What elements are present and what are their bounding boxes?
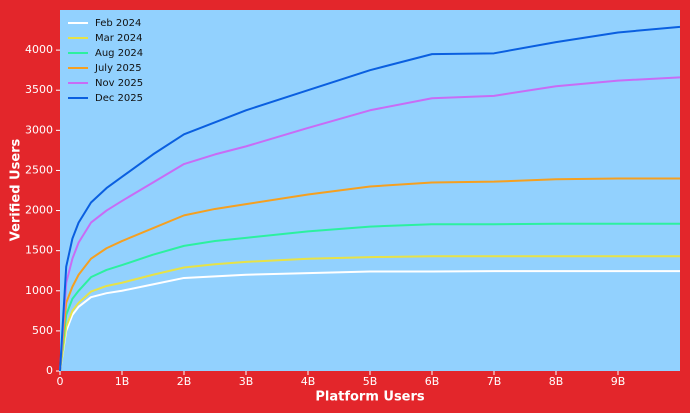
x-tick-label: 3B [239, 375, 254, 388]
legend: Feb 2024 Mar 2024 Aug 2024 July 2025 Nov 202… [68, 18, 143, 104]
y-tick-label: 0 [46, 364, 53, 377]
y-tick-label: 3000 [25, 123, 53, 136]
legend-label: Feb 2024 [95, 18, 141, 29]
series-line [59, 177, 680, 372]
legend-label: Dec 2025 [95, 93, 143, 104]
x-tick-label: 8B [549, 375, 564, 388]
x-tick-label: 6B [425, 375, 440, 388]
y-tick-label: 2500 [25, 163, 53, 176]
y-tick-label: 1500 [25, 244, 53, 257]
series-line [59, 270, 680, 372]
y-tick-label: 1000 [25, 284, 53, 297]
x-tick-label: 0 [57, 375, 64, 388]
x-tick-label: 2B [177, 375, 192, 388]
x-tick-label: 9B [611, 375, 626, 388]
y-axis-title: Verified Users [9, 138, 24, 241]
x-tick-label: 7B [487, 375, 502, 388]
x-tick-label: 4B [301, 375, 316, 388]
series-line [59, 76, 681, 372]
series-line [59, 25, 681, 372]
x-tick-label: 5B [363, 375, 378, 388]
legend-label: July 2025 [94, 63, 142, 74]
x-axis-title: Platform Users [315, 390, 425, 405]
series-line [59, 255, 680, 372]
y-tick-label: 500 [32, 324, 53, 337]
legend-label: Mar 2024 [95, 33, 143, 44]
legend-label: Nov 2025 [95, 78, 143, 89]
series-line [59, 222, 680, 372]
y-tick-label: 3500 [25, 83, 53, 96]
y-tick-label: 2000 [25, 204, 53, 217]
x-tick-label: 1B [115, 375, 130, 388]
plot-area [60, 10, 680, 371]
legend-label: Aug 2024 [95, 48, 143, 59]
y-tick-label: 4000 [25, 43, 53, 56]
